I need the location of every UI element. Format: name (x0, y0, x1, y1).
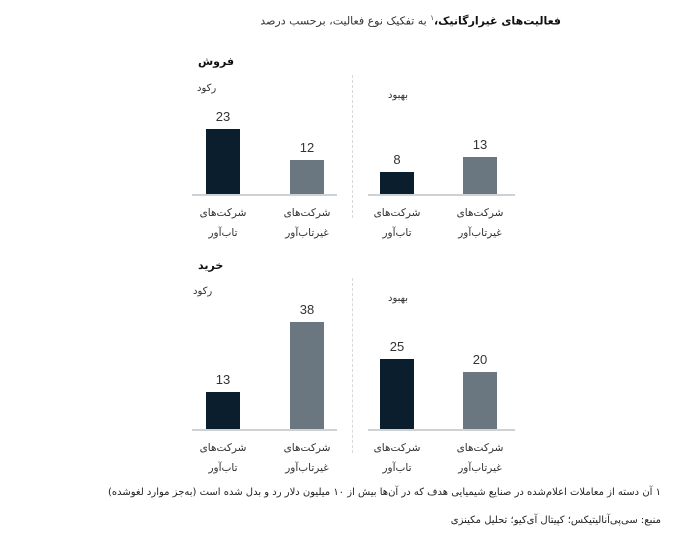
bar-nonresilient-sales-recovery (463, 157, 497, 194)
category-label-line: غیرتاب‌آور (285, 462, 329, 474)
section-title-purchases: خرید (198, 259, 224, 272)
bar-value: 13 (215, 372, 231, 387)
category-label-line: غیرتاب‌آور (458, 227, 502, 239)
category-label-line: شرکت‌های (456, 442, 504, 454)
bar-value: 13 (472, 137, 488, 152)
category-label-line: شرکت‌های (199, 207, 247, 219)
category-label: شرکت‌های غیرتاب‌آور (267, 203, 347, 243)
bar-resilient-purchases-recession (206, 392, 240, 429)
category-label-line: غیرتاب‌آور (285, 227, 329, 239)
baseline (368, 429, 515, 431)
category-label-line: تاب‌آور (382, 462, 412, 474)
panel-divider (352, 75, 353, 218)
baseline (192, 194, 337, 196)
section-title-sales: فروش (198, 55, 235, 68)
category-label: شرکت‌های غیرتاب‌آور (267, 438, 347, 478)
category-label-line: شرکت‌های (373, 442, 421, 454)
category-label-line: تاب‌آور (208, 462, 238, 474)
category-label-line: شرکت‌های (199, 442, 247, 454)
bar-nonresilient-sales-recession (290, 160, 324, 194)
panel-label-recovery-purchases: بهبود (388, 293, 409, 304)
panel-label-recession-sales: رکود (197, 83, 217, 94)
bar-value: 20 (472, 352, 488, 367)
bar-resilient-sales-recession (206, 129, 240, 194)
bar-nonresilient-purchases-recession (290, 322, 324, 429)
bar-nonresilient-purchases-recovery (463, 372, 497, 429)
footnote: ۱ آن دسته از معاملات اعلام‌شده در صنایع … (107, 487, 661, 498)
category-label-line: شرکت‌های (283, 207, 331, 219)
bar-value: 8 (393, 152, 401, 167)
category-label-line: تاب‌آور (208, 227, 238, 239)
category-label: شرکت‌های تاب‌آور (357, 203, 437, 243)
source-note: منبع: سی‌پی‌آنالیتیکس؛ کپیتال آی‌کیو؛ تح… (450, 515, 661, 526)
category-label-line: تاب‌آور (382, 227, 412, 239)
chart-title: فعالیت‌های غیرارگانیک،۱ به تفکیک نوع فعا… (260, 14, 561, 28)
panel-label-recovery-sales: بهبود (388, 90, 409, 101)
category-label: شرکت‌های تاب‌آور (183, 438, 263, 478)
footnote-marker: ۱ (430, 14, 434, 22)
category-label-line: غیرتاب‌آور (458, 462, 502, 474)
category-label-line: شرکت‌های (283, 442, 331, 454)
category-label-line: شرکت‌های (373, 207, 421, 219)
category-label-line: شرکت‌های (456, 207, 504, 219)
baseline (192, 429, 337, 431)
panel-divider (352, 278, 353, 453)
bar-resilient-sales-recovery (380, 172, 414, 194)
bar-value: 12 (299, 140, 315, 155)
bar-value: 38 (299, 302, 315, 317)
category-label: شرکت‌های غیرتاب‌آور (440, 203, 520, 243)
bar-resilient-purchases-recovery (380, 359, 414, 429)
chart-title-bold: فعالیت‌های غیرارگانیک، (433, 14, 561, 28)
panel-label-recession-purchases: رکود (193, 286, 213, 297)
category-label: شرکت‌های تاب‌آور (357, 438, 437, 478)
bar-value: 23 (215, 109, 231, 124)
bar-value: 25 (389, 339, 405, 354)
chart-title-rest: به تفکیک نوع فعالیت، برحسب درصد (260, 14, 431, 28)
category-label: شرکت‌های تاب‌آور (183, 203, 263, 243)
category-label: شرکت‌های غیرتاب‌آور (440, 438, 520, 478)
baseline (368, 194, 515, 196)
